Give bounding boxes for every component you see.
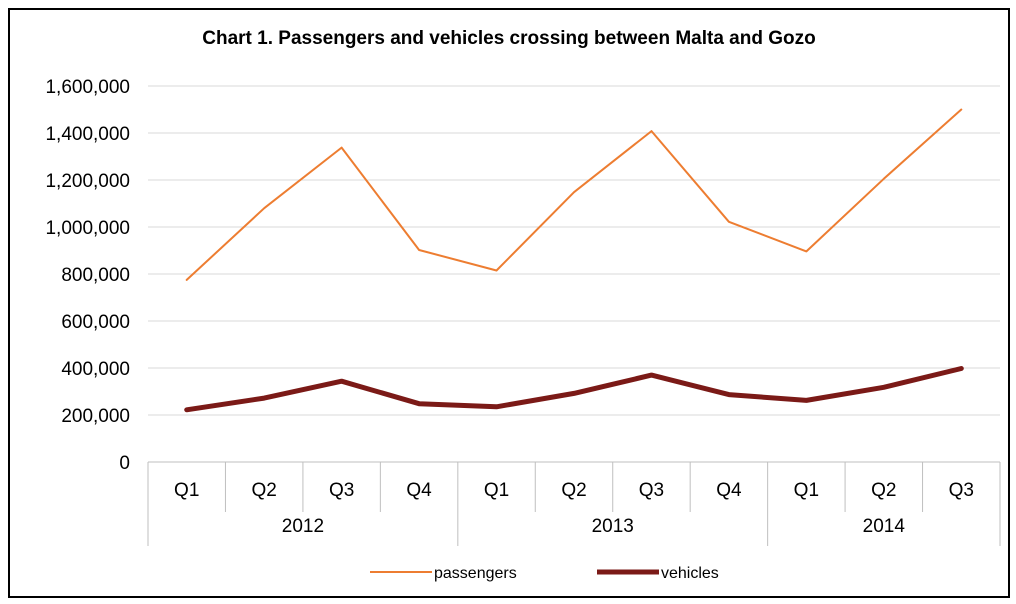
x-tick-label: Q4: [716, 480, 742, 501]
x-group-label: 2014: [863, 516, 906, 537]
legend-label-vehicles: vehicles: [661, 565, 719, 582]
legend: passengers vehicles: [370, 565, 719, 582]
x-tick-label: Q3: [639, 480, 664, 501]
y-tick-label: 1,000,000: [45, 218, 130, 239]
x-tick-label: Q2: [871, 480, 896, 501]
y-tick-label: 1,600,000: [45, 77, 130, 98]
series-lines: [184, 108, 964, 413]
y-tick-label: 600,000: [61, 312, 130, 333]
x-tick-label: Q3: [329, 480, 354, 501]
series-line-passengers: [185, 108, 963, 281]
y-tick-label: 0: [119, 453, 130, 474]
y-tick-label: 800,000: [61, 265, 130, 286]
series-line-vehicles: [184, 366, 964, 413]
x-tick-label: Q1: [484, 480, 509, 501]
y-tick-label: 400,000: [61, 359, 130, 380]
x-tick-label: Q4: [406, 480, 432, 501]
chart-canvas: Chart 1. Passengers and vehicles crossin…: [45, 28, 1001, 582]
x-tick-label: Q2: [561, 480, 586, 501]
x-tick-label: Q1: [174, 480, 199, 501]
x-tick-label: Q1: [794, 480, 819, 501]
gridlines: [148, 85, 1000, 416]
y-tick-label: 1,200,000: [45, 171, 130, 192]
chart-frame: Chart 1. Passengers and vehicles crossin…: [8, 8, 1010, 598]
legend-label-passengers: passengers: [434, 565, 517, 582]
x-tick-label: Q3: [949, 480, 974, 501]
y-tick-label: 200,000: [61, 406, 130, 427]
axes: 0 200,000 400,000 600,000 800,000 1,000,000 1,…: [45, 77, 1001, 546]
x-group-label: 2012: [282, 516, 324, 537]
x-group-label: 2013: [592, 516, 634, 537]
y-tick-label: 1,400,000: [45, 124, 130, 145]
chart-title: Chart 1. Passengers and vehicles crossin…: [202, 28, 815, 49]
x-tick-label: Q2: [252, 480, 277, 501]
